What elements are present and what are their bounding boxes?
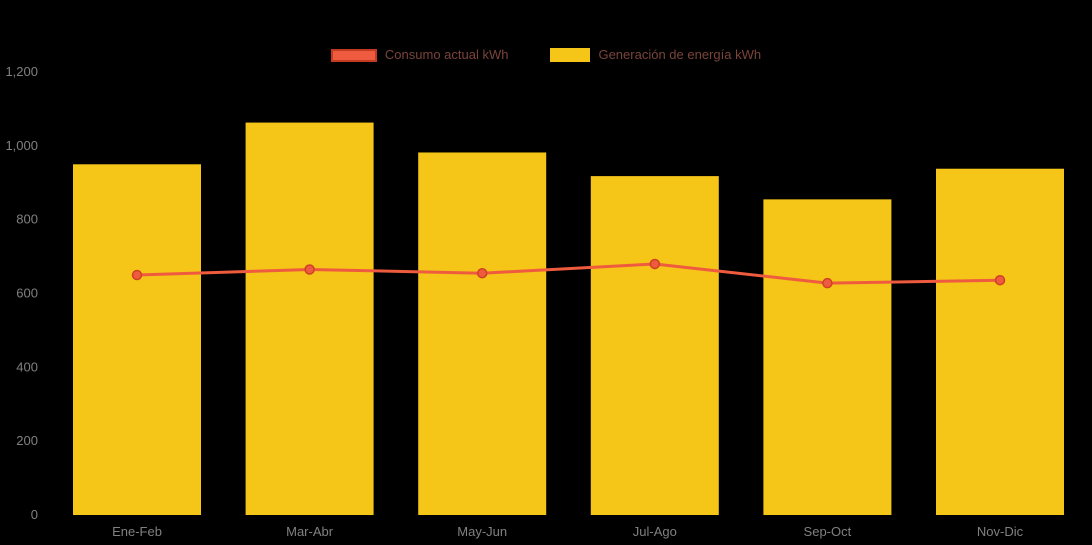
bar-Nov-Dic[interactable] [936,168,1064,515]
bar-Ene-Feb[interactable] [73,164,201,515]
line-marker-Jul-Ago[interactable] [649,258,661,270]
x-axis-label-Mar-Abr: Mar-Abr [286,524,334,539]
y-axis-tick-label: 1,200 [5,64,38,79]
y-axis-tick-label: 400 [16,359,38,374]
line-marker-Ene-Feb[interactable] [131,269,143,281]
consumo-line [135,262,1002,285]
bar-Mar-Abr[interactable] [245,122,374,515]
x-axis-label-May-Jun: May-Jun [457,524,507,539]
legend-item-generacion[interactable]: Generación de energía kWh [550,46,761,64]
bar-series-swatch-icon [550,48,591,62]
line-marker-Sep-Oct[interactable] [822,277,833,289]
bar-Jul-Ago[interactable] [590,176,719,516]
y-axis-tick-label: 800 [16,212,38,227]
legend: Consumo actual kWh Generación de energía… [0,46,1092,64]
y-axis-tick-label: 200 [16,433,38,448]
line-series-swatch-icon [330,48,377,62]
legend-item-consumo[interactable]: Consumo actual kWh [330,46,509,64]
line-marker-Mar-Abr[interactable] [304,264,315,275]
x-axis-label-Sep-Oct: Sep-Oct [804,524,852,539]
legend-label-generacion: Generación de energía kWh [598,47,762,62]
bar-May-Jun[interactable] [418,152,547,515]
y-axis-tick-label: 600 [16,286,38,301]
x-axis-label-Ene-Feb: Ene-Feb [112,524,162,539]
y-axis-tick-label: 0 [31,507,38,522]
legend-label-consumo: Consumo actual kWh [384,47,509,62]
x-axis-label-Jul-Ago: Jul-Ago [633,524,677,539]
x-axis-label-Nov-Dic: Nov-Dic [977,524,1024,539]
y-axis-tick-label: 1,000 [5,138,38,153]
bar-Sep-Oct[interactable] [763,199,892,516]
line-marker-Nov-Dic[interactable] [994,274,1006,286]
line-marker-May-Jun[interactable] [476,267,488,279]
